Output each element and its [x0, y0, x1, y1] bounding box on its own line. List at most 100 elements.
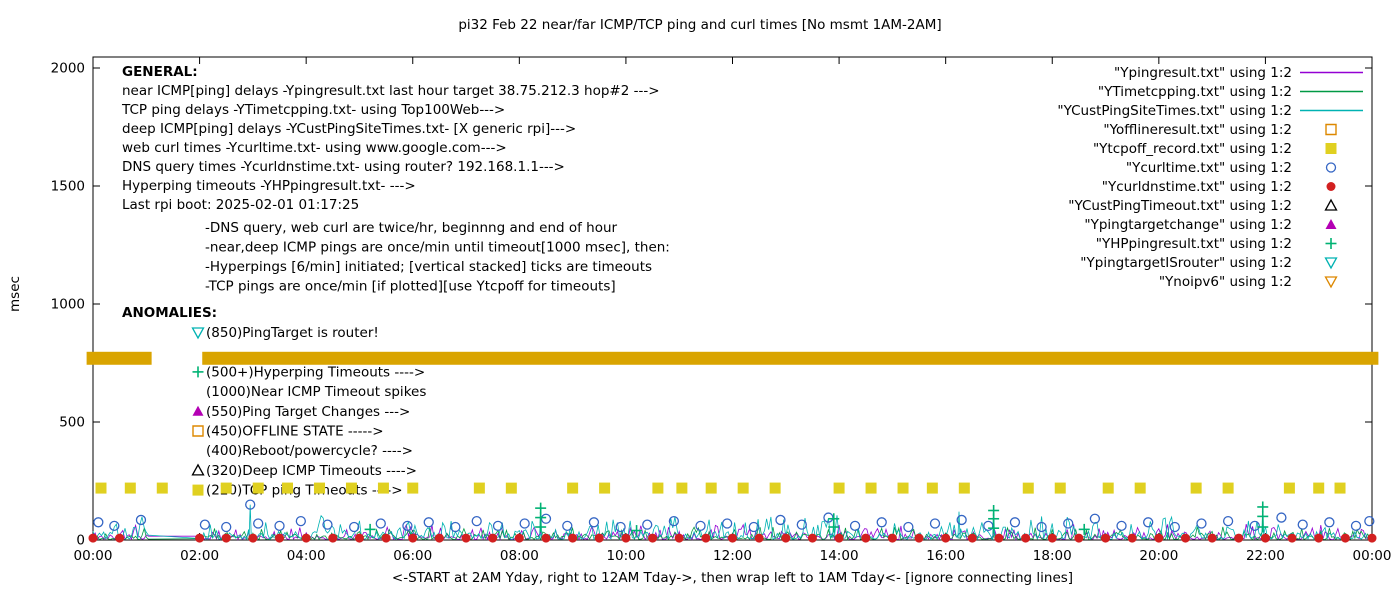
marker-circle-filled-icon: [88, 533, 98, 543]
marker-circle-open-icon: [1009, 517, 1021, 528]
marker-circle-filled-icon: [701, 533, 711, 543]
data-point: [594, 533, 604, 543]
marker-circle-open-icon: [322, 519, 333, 530]
marker-circle-filled-icon: [1154, 533, 1164, 543]
data-point: [567, 482, 579, 494]
data-point: [1340, 533, 1350, 543]
data-point: [674, 533, 684, 543]
marker-circle-open-icon: [1089, 513, 1101, 524]
data-point: [1257, 510, 1269, 522]
marker-square-filled-icon: [345, 482, 357, 494]
marker-circle-open-icon: [983, 520, 994, 531]
data-point: [1257, 521, 1269, 533]
legend-entry: "Ycurldnstime.txt" using 1:2: [1102, 179, 1336, 195]
data-point: [983, 520, 994, 531]
series-ycurltime-web-curl: [93, 499, 1375, 533]
marker-square-filled-icon: [1334, 482, 1346, 494]
data-point: [109, 520, 120, 531]
data-point: [402, 520, 413, 531]
marker-square-filled-icon: [124, 482, 136, 494]
data-point: [1334, 482, 1346, 494]
data-point: [245, 499, 256, 510]
legend-entry: "Ynoipv6" using 1:2: [1159, 274, 1338, 290]
chart-title: pi32 Feb 22 near/far ICMP/TCP ping and c…: [458, 17, 942, 33]
data-point: [1022, 482, 1034, 494]
data-point: [748, 521, 759, 533]
marker-circle-open-icon: [1222, 515, 1234, 527]
data-point: [195, 533, 205, 543]
y-tick-label: 1000: [51, 297, 85, 313]
marker-circle-open-icon: [540, 513, 552, 524]
marker-circle-filled-icon: [1326, 182, 1336, 191]
legend-entry: "Ypingresult.txt" using 1:2: [1114, 65, 1363, 81]
data-point: [274, 520, 285, 531]
marker-square-open-icon: [192, 425, 204, 437]
marker-circle-filled-icon: [408, 533, 418, 543]
marker-square-filled-icon: [220, 482, 232, 494]
marker-square-filled-icon: [1022, 482, 1034, 494]
marker-circle-filled-icon: [754, 533, 764, 543]
anomaly-row: (850)PingTarget is router!: [191, 325, 379, 341]
marker-circle-filled-icon: [621, 533, 631, 543]
legend-label: "Yofflineresult.txt" using 1:2: [1103, 122, 1292, 138]
data-point: [95, 482, 107, 494]
marker-square-filled-icon: [377, 482, 389, 494]
data-point: [1102, 482, 1114, 494]
data-point: [588, 517, 600, 528]
marker-square-filled-icon: [1190, 482, 1202, 494]
marker-circle-filled-icon: [861, 533, 871, 543]
data-point: [562, 520, 573, 531]
data-point: [903, 521, 914, 533]
marker-circle-filled-icon: [674, 533, 684, 543]
marker-circle-filled-icon: [541, 533, 551, 543]
marker-circle-open-icon: [375, 518, 386, 529]
y-tick-label: 1500: [51, 179, 85, 195]
data-point: [124, 482, 136, 494]
data-point: [221, 521, 232, 533]
marker-circle-open-icon: [796, 519, 807, 530]
data-point: [1297, 519, 1308, 530]
marker-circle-filled-icon: [1021, 533, 1031, 543]
legend-entry: "Ycurltime.txt" using 1:2: [1126, 160, 1337, 176]
anomaly-row: (550)Ping Target Changes --->: [192, 404, 410, 420]
marker-circle-open-icon: [748, 521, 759, 533]
anomaly-row: (320)Deep ICMP Timeouts ---->: [191, 463, 417, 479]
data-point: [1314, 533, 1324, 543]
legend-entry: "YTimetcpping.txt" using 1:2: [1098, 84, 1363, 100]
legend-label: "YHPpingresult.txt" using 1:2: [1096, 236, 1292, 252]
marker-circle-filled-icon: [781, 533, 791, 543]
general-note: -Hyperpings [6/min] initiated; [vertical…: [205, 259, 652, 275]
legend-label: "Ytcpoff_record.txt" using 1:2: [1093, 141, 1292, 157]
legend-label: "Ypingresult.txt" using 1:2: [1114, 65, 1292, 81]
data-point: [958, 482, 970, 494]
marker-circle-filled-icon: [381, 533, 391, 543]
data-point: [1180, 533, 1190, 543]
data-point: [926, 482, 938, 494]
marker-circle-filled-icon: [488, 533, 498, 543]
data-point: [322, 519, 333, 530]
data-point: [1287, 533, 1297, 543]
data-point: [535, 521, 547, 533]
marker-square-filled-icon: [95, 482, 107, 494]
general-title: GENERAL:: [122, 64, 198, 80]
marker-square-filled-icon: [252, 482, 264, 494]
marker-square-open-icon: [1325, 123, 1337, 136]
legend-label: "YTimetcpping.txt" using 1:2: [1098, 84, 1292, 100]
general-line: TCP ping delays -YTimetcpping.txt- using…: [121, 102, 505, 118]
x-tick-label: 12:00: [713, 548, 752, 564]
data-point: [1074, 533, 1084, 543]
data-point: [1009, 517, 1021, 528]
anomalies-annotations: ANOMALIES: (850)PingTarget is router! (500…: [122, 305, 426, 499]
series-ytcpoff-record-tcp-ping-timeouts: [95, 482, 1346, 494]
marker-circle-filled-icon: [967, 533, 977, 543]
data-point: [1324, 517, 1335, 528]
data-point: [377, 482, 389, 494]
legend-entry: "Yofflineresult.txt" using 1:2: [1103, 122, 1337, 138]
x-tick-label: 06:00: [393, 548, 432, 564]
data-point: [1143, 517, 1154, 528]
general-line: Hyperping timeouts -YHPpingresult.txt- -…: [122, 178, 416, 194]
marker-square-filled-icon: [407, 482, 419, 494]
data-point: [1196, 518, 1207, 529]
data-point: [652, 482, 664, 494]
